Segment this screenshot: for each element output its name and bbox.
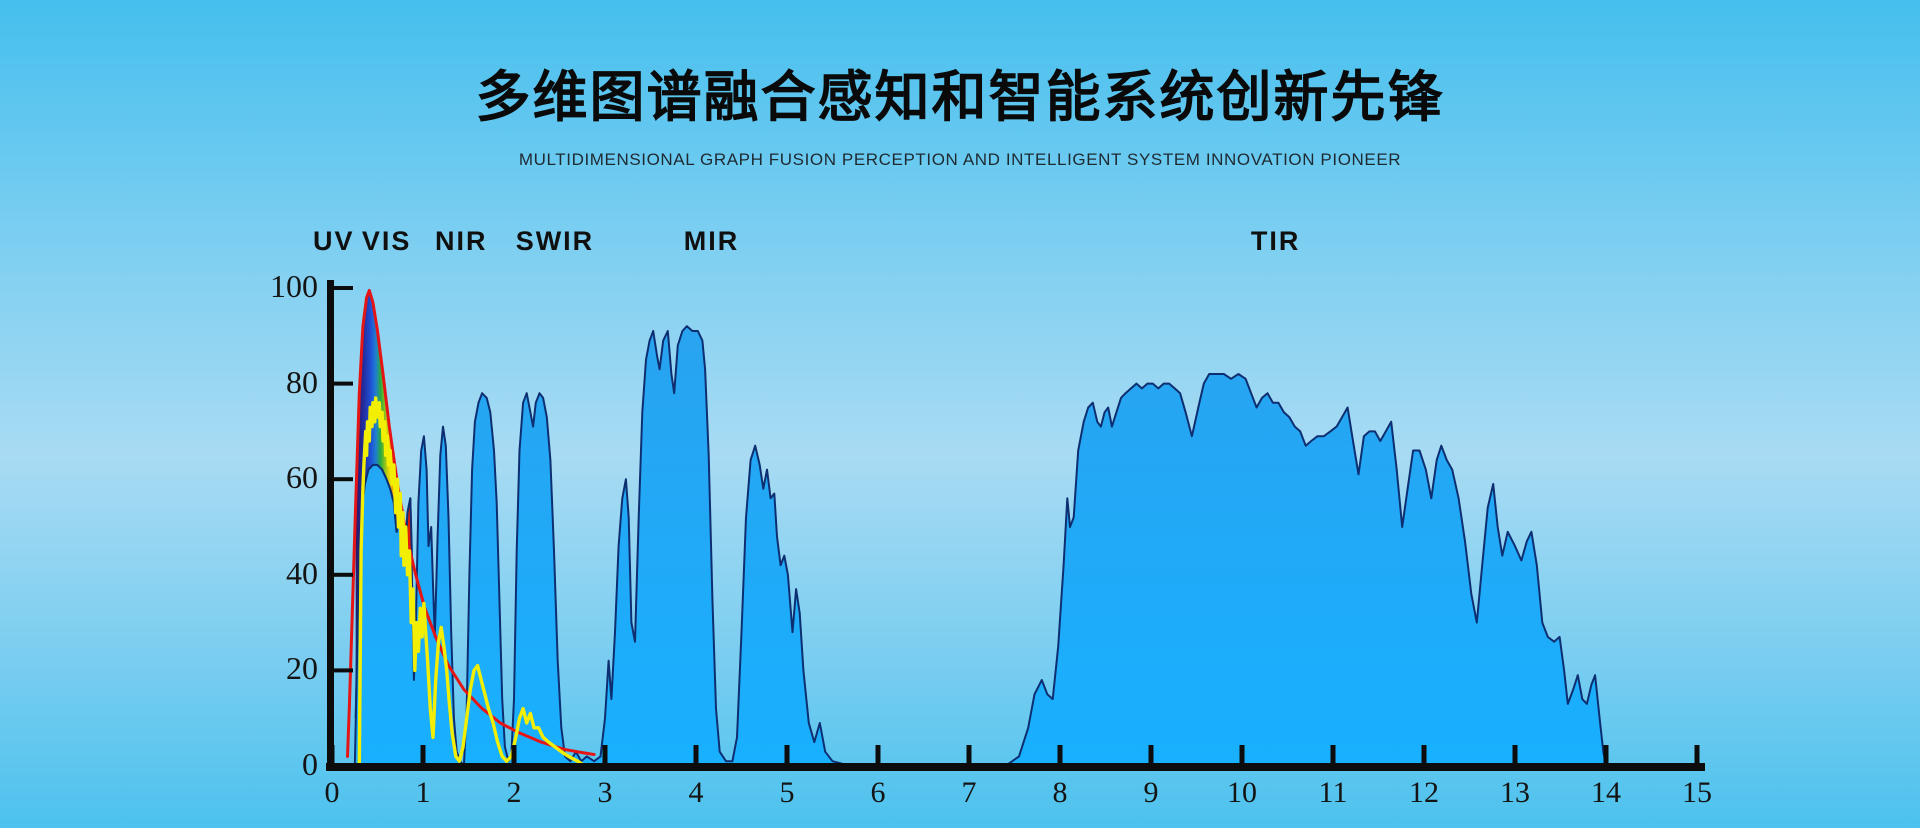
y-axis-tick [327,477,353,482]
y-axis-tick [327,668,353,673]
band-label-tir: TIR [1250,226,1301,256]
x-axis-tick [1421,745,1427,765]
x-tick-label: 0 [324,776,340,809]
x-tick-label: 13 [1500,776,1530,809]
x-axis-tick [693,745,699,765]
x-tick-label: 2 [506,776,522,809]
x-axis-tick [1330,745,1336,765]
x-tick-label: 4 [688,776,704,809]
band-label-vis: VIS [361,226,412,256]
x-tick-label: 8 [1052,776,1068,809]
y-tick-label: 100 [270,268,318,304]
y-axis-tick [327,381,353,386]
x-axis-tick [329,745,335,765]
x-tick-label: 10 [1227,776,1257,809]
x-tick-label: 1 [415,776,431,809]
rainbow-visible-spectrum [355,290,413,719]
x-axis-tick [1057,745,1063,765]
x-axis-tick [1694,745,1700,765]
y-axis-tick [327,572,353,577]
y-axis-line [327,280,334,771]
x-tick-label: 11 [1318,776,1348,809]
x-axis-line [326,763,1705,771]
x-tick-label: 9 [1143,776,1159,809]
x-tick-label: 6 [870,776,886,809]
y-tick-label: 0 [302,746,318,782]
x-tick-label: 5 [779,776,795,809]
band-label-mir: MIR [683,226,740,256]
page-subtitle: MULTIDIMENSIONAL GRAPH FUSION PERCEPTION… [518,150,1402,169]
x-axis-tick [966,745,972,765]
x-axis-tick [784,745,790,765]
x-axis-tick [1148,745,1154,765]
y-tick-label: 40 [286,554,318,591]
x-axis-tick [875,745,881,765]
band-label-swir: SWIR [515,226,595,256]
x-axis-tick [420,745,426,765]
y-tick-label: 80 [286,363,318,400]
x-axis-tick [511,745,517,765]
x-tick-label: 14 [1591,776,1621,809]
x-axis-tick [1603,745,1609,765]
band-label-uv: UV [313,226,355,256]
band-label-nir: NIR [434,226,488,256]
y-tick-label: 20 [286,650,318,687]
x-axis-tick [1512,745,1518,765]
x-tick-label: 12 [1409,776,1439,809]
x-tick-label: 3 [597,776,613,809]
x-axis-tick [1239,745,1245,765]
transmission-area-path [353,325,1607,767]
x-tick-label: 15 [1682,776,1712,809]
x-axis-tick [602,745,608,765]
y-tick-label: 60 [286,459,318,496]
y-axis-tick [327,286,353,290]
x-tick-label: 7 [961,776,977,809]
page-title: 多维图谱融合感知和智能系统创新先锋 [475,66,1445,128]
